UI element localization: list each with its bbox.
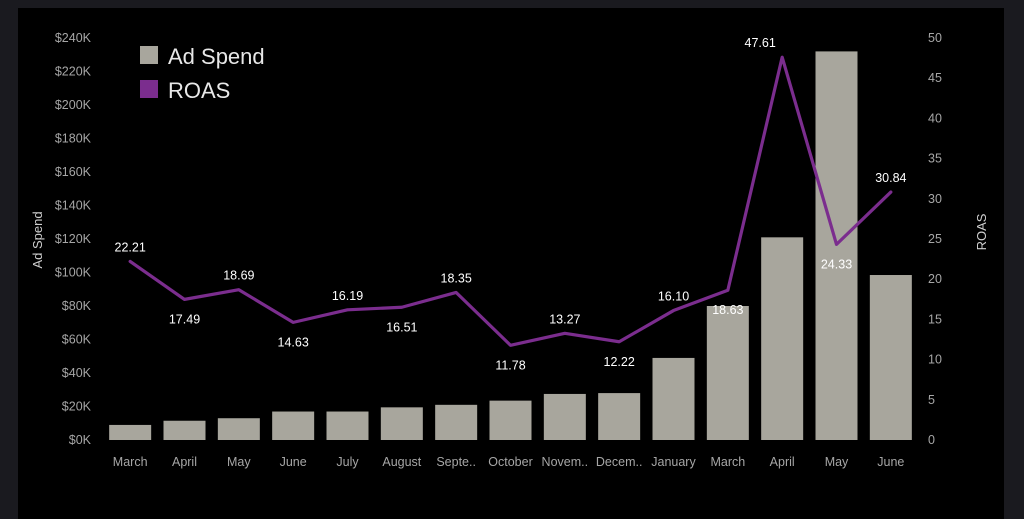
y-tick-label: $60K: [62, 333, 92, 347]
roas-data-label: 22.21: [115, 240, 146, 254]
roas-data-label: 11.78: [495, 358, 525, 372]
x-tick-label: Decem..: [596, 455, 643, 469]
x-tick-label: April: [770, 455, 795, 469]
x-tick-label: July: [336, 455, 359, 469]
ad-spend-bar: [543, 393, 586, 440]
ad-spend-bars: [109, 51, 912, 441]
left-axis-ticks: $0K $20K $40K $60K $80K $100K $120K $140K $160K $…: [55, 31, 92, 447]
x-tick-label: Novem..: [542, 455, 589, 469]
legend-swatch-ad-spend: [140, 46, 158, 64]
x-tick-label: June: [280, 455, 307, 469]
y-tick-label: $80K: [62, 299, 92, 313]
x-tick-label: May: [227, 455, 251, 469]
y-tick-label: $200K: [55, 98, 92, 112]
y-tick-label: $20K: [62, 400, 92, 414]
combo-chart: 22.21 17.49 18.69 14.63 16.19 16.51 18.35 11.78…: [30, 31, 989, 469]
roas-data-label: 16.10: [658, 290, 689, 304]
roas-data-label: 17.49: [169, 312, 200, 326]
y2-tick-label: 0: [928, 433, 935, 447]
ad-spend-bar: [380, 407, 423, 440]
ad-spend-bar: [272, 411, 315, 440]
ad-spend-bar: [326, 411, 369, 440]
roas-data-label: 30.84: [875, 171, 906, 185]
y-tick-label: $240K: [55, 31, 92, 45]
roas-data-label: 12.22: [604, 355, 635, 369]
y-tick-label: $220K: [55, 65, 92, 79]
y-tick-label: $140K: [55, 199, 92, 213]
ad-spend-bar: [761, 237, 804, 440]
y-tick-label: $40K: [62, 366, 92, 380]
roas-data-label: 18.35: [441, 271, 472, 285]
x-tick-label: June: [877, 455, 904, 469]
y-tick-label: $160K: [55, 165, 92, 179]
x-tick-label: March: [113, 455, 148, 469]
roas-data-labels: 22.21 17.49 18.69 14.63 16.19 16.51 18.35 11.78…: [115, 36, 907, 372]
y-tick-label: $100K: [55, 266, 92, 280]
ad-spend-bar: [598, 393, 641, 440]
y2-tick-label: 35: [928, 152, 942, 166]
x-tick-label: October: [488, 455, 532, 469]
x-tick-label: May: [825, 455, 849, 469]
right-axis-ticks: 0 5 10 15 20 25 30 35 40 45 50: [928, 31, 942, 447]
ad-spend-bar: [163, 420, 206, 440]
ad-spend-bar: [109, 424, 152, 440]
x-tick-label: March: [710, 455, 745, 469]
roas-data-label: 16.19: [332, 289, 363, 303]
roas-data-label: 24.33: [821, 257, 852, 271]
legend: Ad Spend ROAS: [140, 44, 265, 103]
y2-tick-label: 30: [928, 192, 942, 206]
roas-data-label: 13.27: [549, 312, 580, 326]
roas-data-label: 14.63: [278, 335, 309, 349]
y2-tick-label: 40: [928, 111, 942, 125]
x-tick-label: Septe..: [436, 455, 476, 469]
roas-line: [128, 55, 893, 347]
y2-tick-label: 15: [928, 312, 942, 326]
ad-spend-bar: [706, 306, 749, 440]
roas-data-label: 16.51: [386, 320, 417, 334]
x-tick-label: April: [172, 455, 197, 469]
x-tick-label: January: [651, 455, 696, 469]
legend-label-ad-spend: Ad Spend: [168, 44, 265, 69]
ad-spend-bar: [217, 418, 260, 440]
roas-data-label: 47.61: [745, 36, 776, 50]
x-tick-label: August: [382, 455, 421, 469]
ad-spend-bar: [652, 357, 695, 440]
y-axis-title: Ad Spend: [30, 211, 45, 268]
y2-tick-label: 25: [928, 232, 942, 246]
y2-tick-label: 50: [928, 31, 942, 45]
ad-spend-bar: [435, 404, 478, 440]
roas-data-label: 18.69: [223, 269, 254, 283]
y2-tick-label: 10: [928, 353, 942, 367]
legend-swatch-roas: [140, 80, 158, 98]
roas-data-label: 18.63: [712, 303, 743, 317]
y2-tick-label: 20: [928, 272, 942, 286]
ad-spend-bar: [869, 275, 912, 440]
y2-tick-label: 45: [928, 71, 942, 85]
chart-frame: 22.21 17.49 18.69 14.63 16.19 16.51 18.35 11.78…: [18, 8, 1004, 519]
y-tick-label: $120K: [55, 232, 92, 246]
legend-label-roas: ROAS: [168, 78, 230, 103]
y-tick-label: $0K: [69, 433, 92, 447]
y2-axis-title: ROAS: [974, 213, 989, 250]
x-axis-ticks: March April May June July August Septe.. Octobe…: [113, 455, 905, 469]
roas-line-series: [128, 55, 893, 347]
y2-tick-label: 5: [928, 393, 935, 407]
y-tick-label: $180K: [55, 132, 92, 146]
ad-spend-bar: [489, 400, 532, 440]
